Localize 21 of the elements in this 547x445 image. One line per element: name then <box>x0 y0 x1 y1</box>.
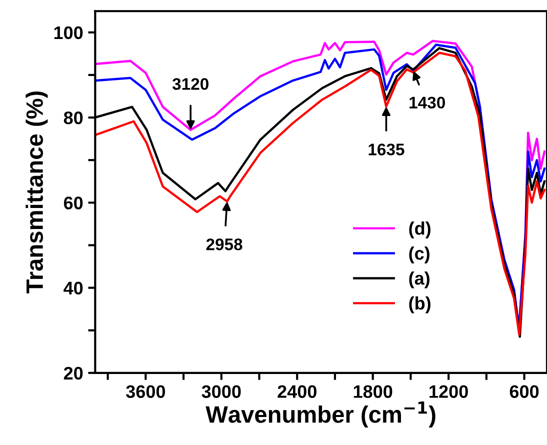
x-axis-title: Wavenumber (cm$^{−1}$) <box>206 402 436 428</box>
annotation: 3120 <box>172 78 208 90</box>
legend-label: (c) <box>409 246 430 264</box>
x-tick-label: 600 <box>510 385 539 398</box>
y-tick-label: 20 <box>64 366 83 380</box>
legend-label: (b) <box>409 296 430 314</box>
annotation: 1635 <box>368 144 404 156</box>
x-tick-label: 3600 <box>126 385 166 398</box>
x-tick-label: 2400 <box>278 385 316 398</box>
y-tick-label: 40 <box>64 282 83 295</box>
y-tick-label: 80 <box>64 111 83 124</box>
y-tick-label: 60 <box>64 196 83 210</box>
annotation: 2958 <box>206 238 242 250</box>
x-tick-label: 3000 <box>202 385 241 398</box>
x-tick-label: 1800 <box>354 385 392 398</box>
y-tick-label: 100 <box>54 26 83 40</box>
x-tick-label: 1200 <box>430 385 468 398</box>
annotation: 1430 <box>410 96 445 109</box>
legend-label: (a) <box>409 271 430 288</box>
y-axis-title: Transmittance (%) <box>26 92 48 294</box>
legend-label: (d) <box>409 222 430 238</box>
